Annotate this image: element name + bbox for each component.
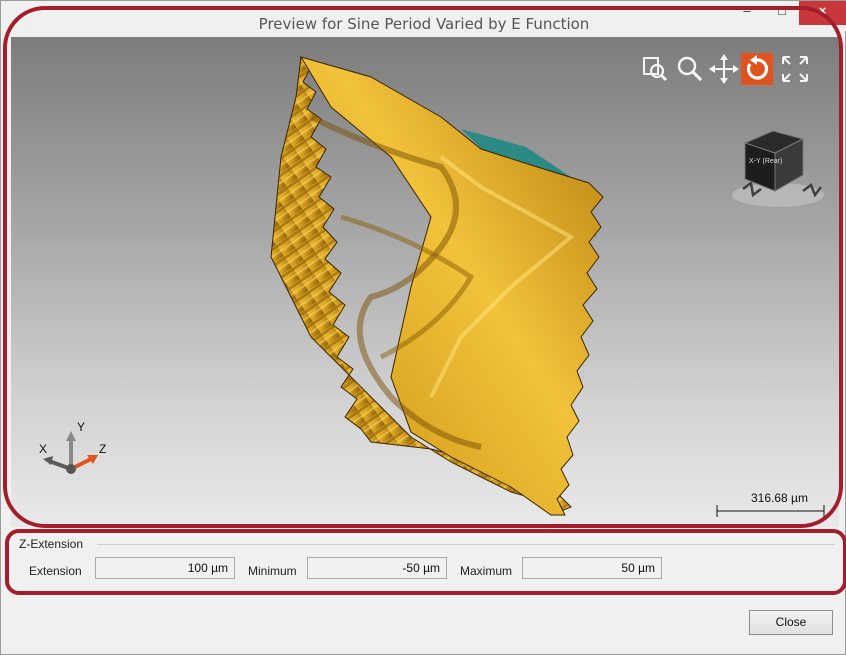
axis-triad: Y X Z: [39, 420, 106, 474]
maximum-label: Maximum: [460, 564, 513, 578]
window-title: Preview for Sine Period Varied by E Func…: [258, 15, 590, 33]
axis-label-z: Z: [99, 442, 106, 456]
title-bar: Preview for Sine Period Varied by E Func…: [1, 1, 846, 33]
minimum-field[interactable]: -50 µm: [307, 557, 447, 579]
fit-view-icon[interactable]: [779, 53, 808, 85]
axis-label-x: X: [39, 442, 47, 456]
z-extension-group-title: Z-Extension: [19, 537, 84, 551]
extension-label: Extension: [29, 564, 82, 578]
navigation-cube[interactable]: X-Y (Rear): [723, 113, 833, 213]
scale-label: 316.68 µm: [751, 491, 808, 505]
zoom-icon[interactable]: [674, 53, 706, 85]
surface-render: [270, 55, 604, 516]
minimize-button[interactable]: –: [743, 3, 751, 18]
scale-bar: [716, 505, 825, 517]
zoom-window-icon[interactable]: [639, 53, 671, 85]
rotate-icon[interactable]: [741, 53, 773, 85]
extension-field[interactable]: 100 µm: [95, 557, 235, 579]
maximum-field[interactable]: 50 µm: [522, 557, 662, 579]
minimum-label: Minimum: [248, 564, 297, 578]
maximize-button[interactable]: □: [778, 3, 786, 18]
pan-icon[interactable]: [708, 53, 740, 85]
group-divider: [97, 544, 835, 545]
axis-label-y: Y: [77, 420, 85, 434]
3d-viewport[interactable]: X-Y (Rear) Y X Z 316.68 µm: [11, 37, 839, 527]
close-button[interactable]: Close: [749, 610, 833, 635]
cube-face-label: X-Y (Rear): [749, 158, 782, 165]
close-window-button[interactable]: ×: [799, 1, 846, 25]
